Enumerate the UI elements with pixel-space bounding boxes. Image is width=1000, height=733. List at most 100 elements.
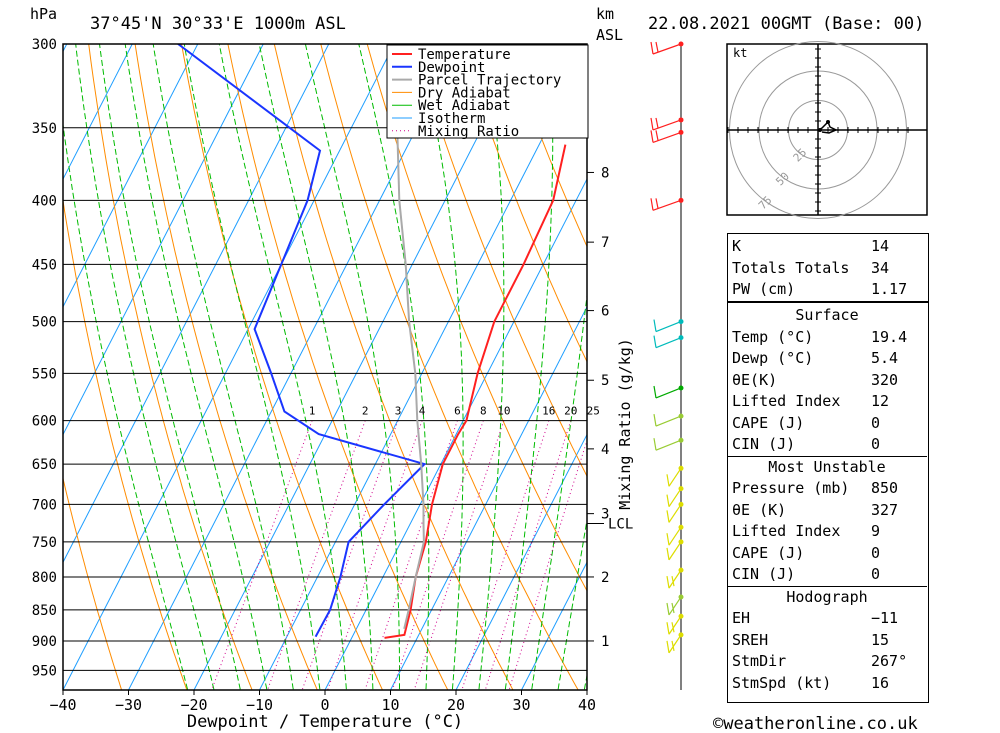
wet-adiabat-line [304,44,400,690]
mixing-ratio-line [211,420,313,690]
surface-row: Lifted Index 12 [727,391,927,413]
surface-value: 0 [871,435,881,453]
hodograph-row: StmDir 267° [727,651,927,673]
surface-label: CIN (J) [732,435,796,453]
surface-value: 320 [871,370,899,389]
dry-adiabat-line [413,44,587,478]
isotherm-line [389,305,587,690]
index-label: Totals Totals [732,258,850,277]
pressure-tick-label: 500 [32,315,57,331]
most-unstable-row: CAPE (J) 0 [727,543,927,565]
pressure-tick-label: 600 [32,414,57,430]
wet-adiabat-line [152,44,294,690]
surface-label: Lifted Index [732,392,841,410]
height-tick-label: 5 [601,373,609,389]
most-unstable-row: CIN (J) 0 [727,564,927,586]
surface-value: 19.4 [871,327,908,346]
hodo-value: 16 [871,673,890,692]
dry-adiabat-line [505,44,587,248]
plot-frame [62,43,588,691]
mu-value: 0 [871,565,881,583]
mixing-ratio-label: 1 [309,405,316,418]
hodograph-row: SREH 15 [727,630,927,652]
height-tick-label: 7 [601,235,609,251]
wet-adiabat-line [183,44,321,690]
wet-adiabat-line [75,44,215,690]
x-tick-label: 20 [447,696,465,714]
mixing-ratio-line [391,420,484,690]
wind-barb-shaft [668,634,682,654]
legend-label: Isotherm [418,111,485,127]
surface-header-row: Surface [727,305,927,327]
hodograph-trace [817,120,838,134]
wind-barb-shaft [668,541,682,561]
x-tick-label: −20 [180,696,207,714]
isotherm-line [63,44,330,564]
hodograph-row: StmSpd (kt) 16 [727,673,927,695]
pressure-tick-label: 950 [32,663,57,679]
dry-adiabat-line [960,26,1000,699]
mixing-ratio-label: 4 [419,405,426,418]
mixing-ratio-label: 3 [395,405,402,418]
dry-adiabat-line [459,44,587,363]
wind-barb-flag [650,130,654,143]
indices-table: K 14 Totals Totals 34 PW (cm) 1.17 [727,236,927,301]
wind-barb-flag [653,335,657,348]
wet-adiabat-line [583,672,587,690]
pressure-tick-label: 300 [32,37,57,53]
wind-barb-flag [655,41,659,53]
mu-label: θE (K) [732,500,787,519]
wind-barb-shaft [652,199,682,211]
lcl-label: LCL [608,516,633,532]
hodo-value: 267° [871,652,908,670]
pressure-unit-label: hPa [30,5,57,23]
mu-value: 9 [871,522,881,540]
index-row: K 14 [727,236,927,258]
mixing-ratio-label: 2 [362,405,369,418]
stats-table: Surface Temp (°C) 19.4 Dewp (°C) 5.4 θE(K)… [727,305,927,694]
dry-adiabat-line [63,476,123,690]
isotherm-line [455,433,587,690]
wind-barb-shaft [668,569,682,589]
wind-barb-flag [666,547,670,560]
isotherm-line [0,26,11,699]
wind-barb-flag [666,622,670,635]
wind-barb-flag [653,438,657,451]
wind-barb-flag [653,413,657,427]
most-unstable-header-row: Most Unstable [727,455,927,478]
isotherm-line [63,44,133,181]
wet-adiabat-line [98,44,241,690]
legend-label: Dewpoint [418,60,485,76]
isotherm-line [63,44,199,308]
most-unstable-title: Most Unstable [727,455,927,478]
hodo-label: StmDir [732,652,787,670]
wind-barb-flag [671,602,675,614]
surface-value: 0 [871,413,881,432]
dry-adiabat-line [273,44,514,690]
index-value: 34 [871,258,890,277]
hodograph-point [826,120,830,124]
mu-label: Pressure (mb) [732,479,850,497]
wet-adiabat-line [63,121,189,690]
profile-lines [177,44,567,639]
wind-barb-flag [653,385,657,399]
height-tick-label: 3 [601,507,609,523]
wind-barb-flag [671,576,675,587]
wind-barb-shaft [668,467,682,487]
pressure-tick-label: 850 [32,603,57,619]
isotherm-line [63,44,264,436]
datetime-title: 22.08.2021 00GMT (Base: 00) [648,14,924,34]
index-value: 1.17 [871,280,908,298]
hodograph-point [818,128,822,132]
temperature-line [384,144,567,639]
mixing-ratio-label: 25 [587,405,600,418]
wind-barb-shaft [652,43,682,55]
wet-adiabat-line [218,44,347,690]
most-unstable-row: θE (K) 327 [727,500,927,522]
legend-label: Parcel Trajectory [418,73,561,89]
most-unstable-row: Pressure (mb) 850 [727,478,927,500]
hodograph-unit: kt [733,46,747,60]
mixing-ratio-label: 8 [480,405,487,418]
hodo-value: 15 [871,630,890,649]
surface-label: CAPE (J) [732,413,805,432]
